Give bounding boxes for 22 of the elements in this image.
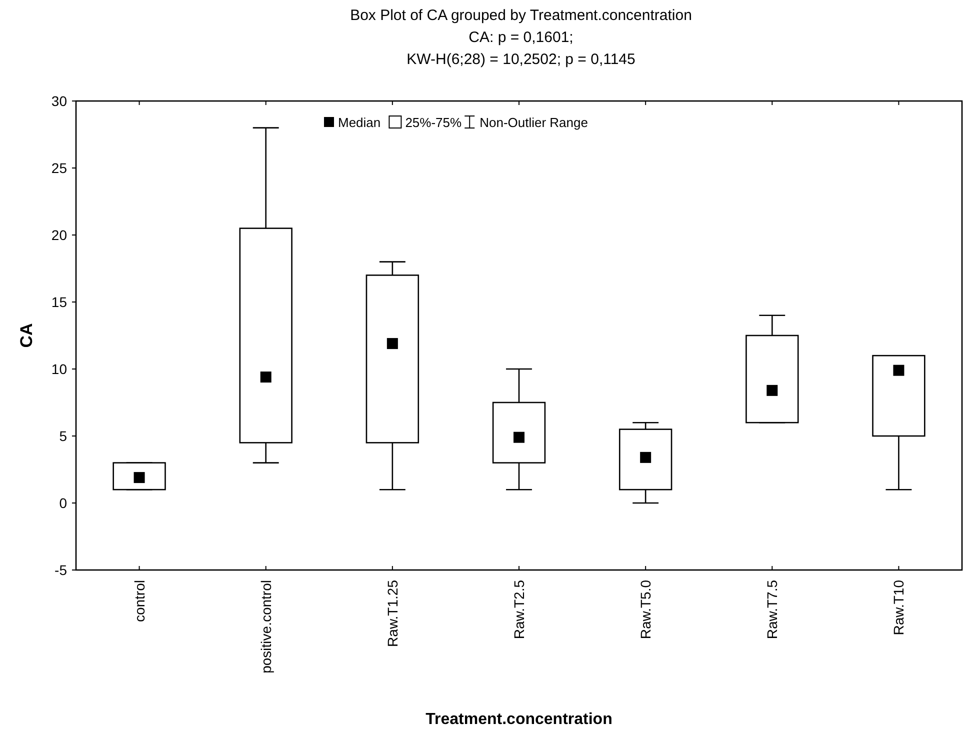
y-tick-label: -5 — [54, 562, 68, 578]
y-tick-label: 5 — [59, 428, 68, 444]
y-tick-label: 20 — [51, 227, 68, 243]
y-axis-title: CA — [17, 323, 36, 348]
x-tick-label: control — [131, 580, 148, 622]
x-tick-label: Raw.T5.0 — [638, 580, 654, 640]
chart-subtitle: CA: p = 0,1601; KW-H(6;28) = 10,2502; p = 0,1145 — [406, 29, 636, 68]
y-tick-label: 25 — [51, 160, 68, 176]
chart-title: Box Plot of CA grouped by Treatment.concentration — [350, 7, 692, 24]
x-tick-label: Raw.T10 — [890, 580, 907, 636]
y-tick-label: 30 — [51, 93, 68, 109]
y-tick-label: 0 — [59, 495, 68, 511]
annotation: 25%-75% — [405, 115, 462, 130]
annotation: Non-Outlier Range — [480, 115, 588, 130]
x-tick-label: Raw.T7.5 — [764, 580, 780, 640]
x-tick-label: positive.control — [258, 580, 274, 674]
y-tick-label: 10 — [51, 361, 68, 377]
x-axis-title: Treatment.concentration — [426, 711, 612, 728]
y-tick-label: 15 — [51, 294, 68, 310]
x-tick-label: Raw.T1.25 — [384, 580, 400, 647]
x-tick-label: Raw.T2.5 — [511, 580, 527, 640]
annotation: Median — [338, 115, 381, 130]
